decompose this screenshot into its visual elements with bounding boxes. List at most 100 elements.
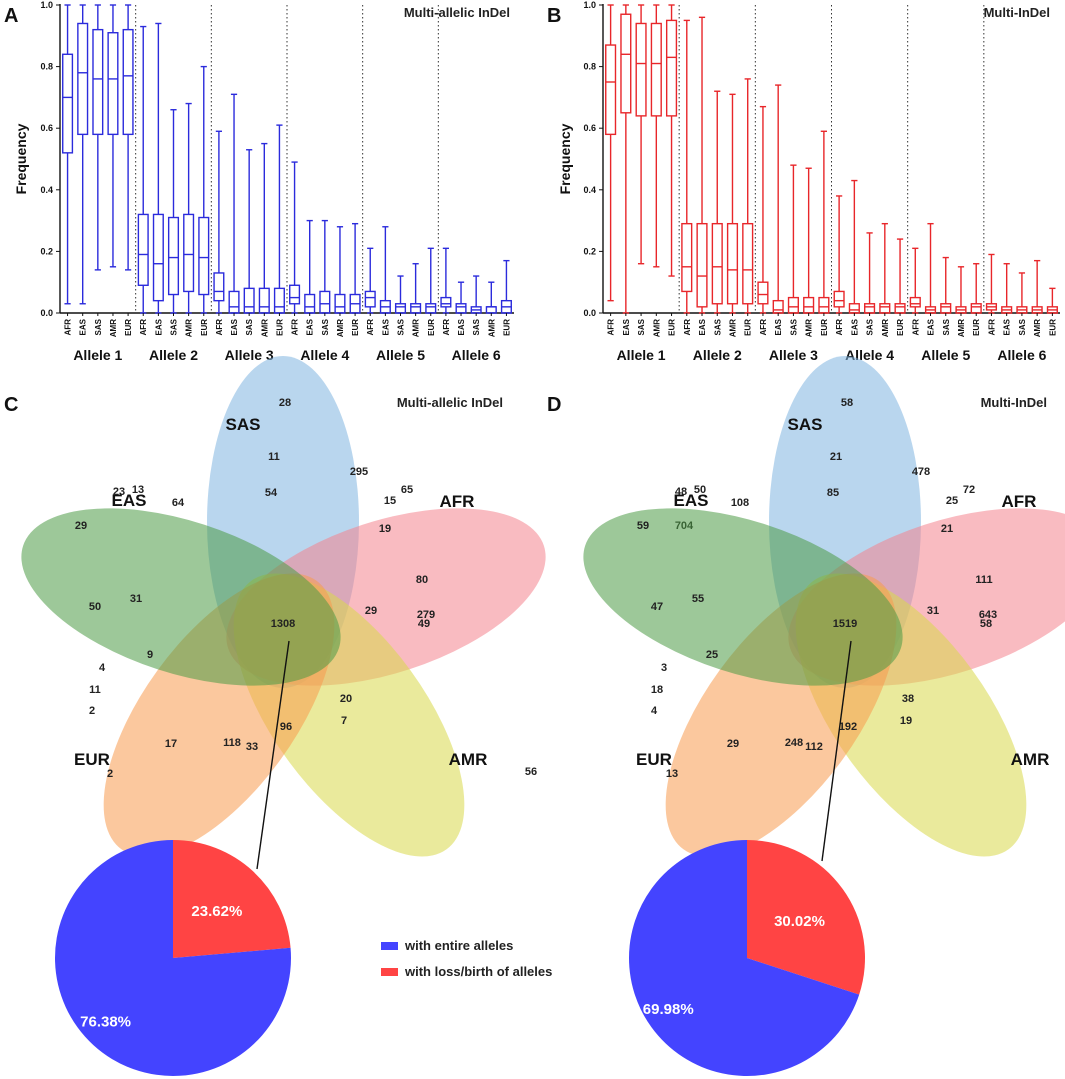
box-eur-allele-2	[742, 78, 754, 314]
x-tick-label: AMR	[1033, 319, 1042, 337]
x-tick-label: SAS	[789, 318, 798, 335]
venn-region-value: 15	[384, 495, 396, 507]
box-eur-allele-2	[198, 65, 210, 314]
venn-set-label-eur: EUR	[74, 750, 110, 769]
group-label: Allele 1	[617, 347, 666, 363]
box-amr-allele-6	[485, 281, 497, 314]
x-tick-label: EUR	[124, 319, 133, 336]
box-eur-allele-5	[425, 247, 437, 314]
venn-region-value: 28	[279, 397, 291, 409]
box-iqr	[304, 293, 316, 314]
box-amr-allele-6	[1031, 259, 1043, 314]
box-eur-allele-3	[818, 130, 830, 314]
panel-a-letter: A	[4, 5, 18, 27]
x-tick-label: EUR	[427, 319, 436, 336]
box-eur-allele-6	[1046, 287, 1058, 314]
group-label: Allele 2	[149, 347, 198, 363]
box-eas-allele-2	[152, 22, 164, 314]
box-iqr	[970, 303, 982, 314]
x-tick-label: AFR	[215, 319, 224, 336]
venn-region-value: 59	[637, 520, 649, 532]
x-tick-label: SAS	[713, 318, 722, 335]
box-eas-allele-3	[772, 84, 784, 314]
group-label: Allele 3	[769, 347, 818, 363]
venn-region-value: 80	[416, 574, 428, 586]
legend-label: with entire alleles	[404, 938, 513, 953]
box-iqr	[137, 213, 149, 286]
box-sas-allele-4	[864, 232, 876, 314]
x-tick-label: EAS	[154, 318, 163, 335]
group-label: Allele 5	[376, 347, 425, 363]
y-tick-label: 0.8	[40, 62, 53, 72]
box-afr-allele-6	[985, 253, 998, 314]
x-tick-label: AMR	[652, 319, 661, 337]
venn-region-value: 108	[731, 497, 749, 509]
group-label: Allele 1	[73, 347, 122, 363]
x-tick-label: AFR	[911, 319, 920, 336]
box-afr-allele-5	[909, 247, 921, 314]
box-iqr	[833, 290, 845, 308]
box-iqr	[455, 303, 467, 314]
box-afr-allele-6	[440, 247, 452, 314]
x-tick-label: SAS	[942, 318, 951, 335]
pie-slice-loss-birth-alleles	[173, 840, 291, 958]
box-iqr	[213, 272, 225, 302]
panel-b-boxplot: B Multi-InDel Frequency 0.0 0.2 0.4 0.6 0.8 1.0 A…	[547, 0, 1060, 363]
box-amr-allele-1	[107, 4, 119, 268]
box-eur-allele-6	[500, 259, 512, 314]
box-iqr	[152, 213, 164, 302]
box-eas-allele-1	[77, 4, 89, 305]
box-iqr	[711, 222, 723, 305]
venn-set-label-eur: EUR	[636, 750, 672, 769]
box-iqr	[681, 222, 693, 293]
x-tick-label: AMR	[805, 319, 814, 337]
x-tick-label: SAS	[866, 318, 875, 335]
box-iqr	[485, 306, 497, 314]
venn-region-value: 38	[902, 693, 914, 705]
panel-b-letter: B	[547, 5, 561, 27]
box-iqr	[940, 303, 952, 314]
box-iqr	[879, 303, 891, 314]
box-iqr	[394, 303, 407, 314]
venn-region-value: 17	[165, 738, 177, 750]
y-tick-label: 1.0	[583, 0, 596, 10]
box-iqr	[635, 22, 647, 117]
venn-region-value: 25	[946, 495, 958, 507]
y-tick-label: 0.0	[40, 308, 53, 318]
box-afr-allele-2	[681, 19, 693, 314]
panel-a-boxplot: A Multi-allelic InDel Frequency 0.0 0.2 0.4 0.…	[4, 0, 514, 363]
venn-region-value: 85	[827, 487, 839, 499]
venn-region-value: 65	[401, 484, 413, 496]
box-iqr	[319, 290, 331, 314]
venn-region-value: 1308	[271, 618, 295, 630]
x-tick-label: AFR	[835, 319, 844, 336]
panel-b-ylabel: Frequency	[557, 123, 573, 194]
pie-slice-label: 76.38%	[80, 1014, 131, 1031]
x-tick-label: EAS	[927, 318, 936, 335]
x-tick-label: EAS	[622, 318, 631, 335]
x-tick-label: EUR	[275, 319, 284, 336]
box-amr-allele-5	[410, 263, 422, 314]
venn-region-value: 643	[979, 609, 997, 621]
box-eur-allele-4	[894, 238, 906, 314]
box-sas-allele-1	[635, 4, 647, 265]
box-eas-allele-6	[1001, 263, 1013, 314]
panel-c-title: Multi-allelic InDel	[397, 395, 503, 410]
x-tick-label: AMR	[487, 319, 496, 337]
box-sas-allele-6	[470, 275, 482, 314]
x-tick-label: SAS	[321, 318, 330, 335]
box-iqr	[273, 287, 285, 314]
x-tick-label: AMR	[336, 319, 345, 337]
venn-region-value: 7	[341, 715, 347, 727]
box-eur-allele-3	[273, 124, 285, 314]
group-label: Allele 2	[693, 347, 742, 363]
pie-slice-label: 30.02%	[774, 913, 825, 930]
box-iqr	[620, 13, 632, 114]
group-label: Allele 5	[921, 347, 970, 363]
box-iqr	[258, 287, 270, 314]
x-tick-label: EAS	[306, 318, 315, 335]
box-iqr	[62, 53, 74, 154]
venn-region-value: 192	[839, 721, 857, 733]
